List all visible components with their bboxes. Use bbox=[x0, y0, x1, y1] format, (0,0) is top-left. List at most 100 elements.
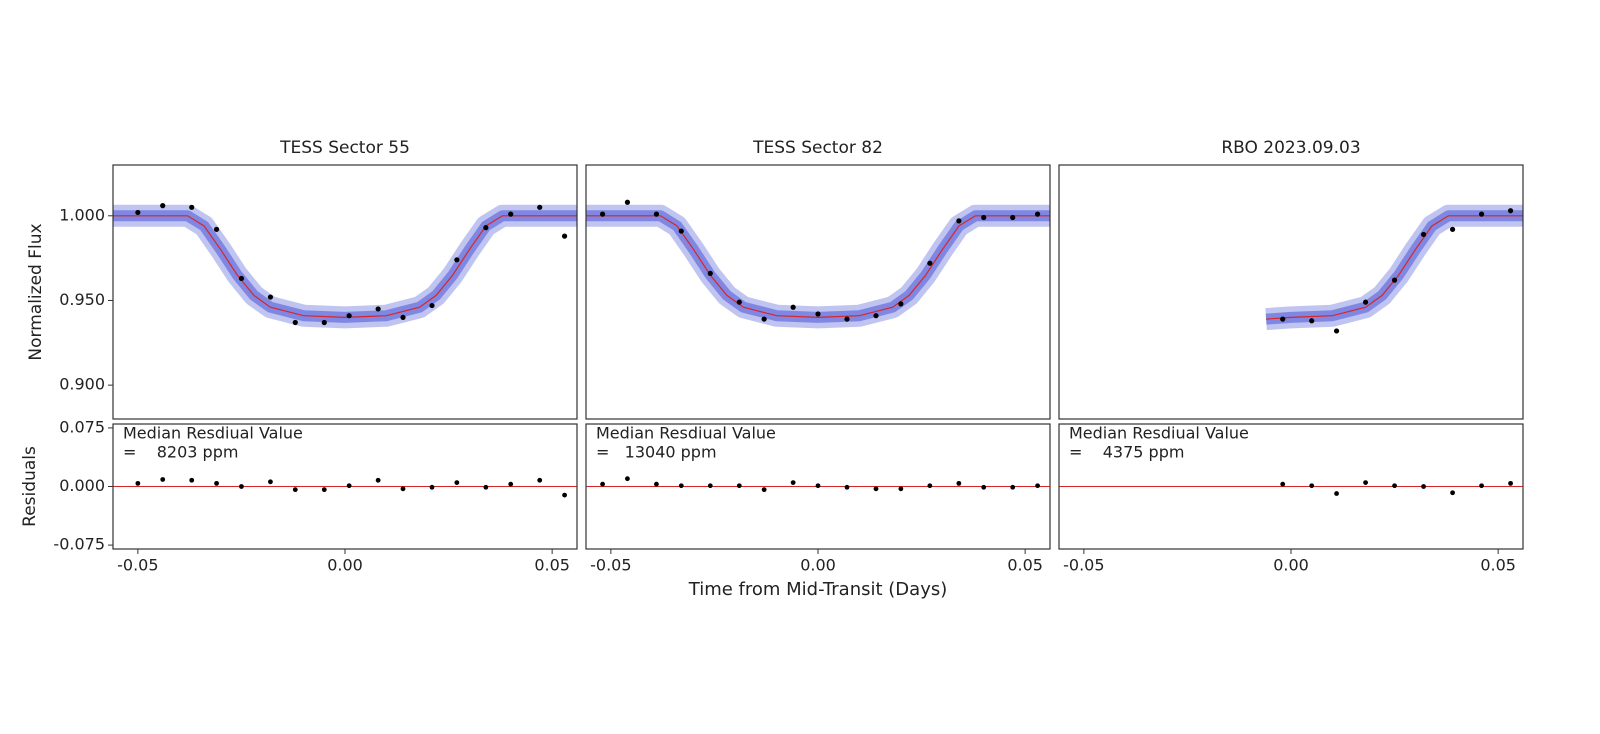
binned-point bbox=[981, 214, 987, 221]
y-axis-label: Normalized Flux bbox=[26, 223, 46, 360]
residual-point bbox=[1334, 491, 1339, 496]
binned-point bbox=[483, 225, 489, 231]
model-band bbox=[1265, 204, 1523, 331]
binned-point bbox=[1034, 211, 1041, 217]
residual-point bbox=[956, 480, 962, 486]
binned-point bbox=[1420, 231, 1427, 238]
residual-annotation: Median Resdiual Value bbox=[596, 424, 776, 443]
binned-point bbox=[213, 226, 220, 232]
binned-point bbox=[898, 301, 904, 307]
residual-point bbox=[508, 481, 514, 487]
binned-point bbox=[707, 270, 713, 276]
residual-point bbox=[400, 486, 406, 492]
residual-annotation: Median Resdiual Value bbox=[123, 424, 303, 443]
binned-point bbox=[160, 203, 166, 209]
binned-point bbox=[873, 313, 879, 319]
residual-point bbox=[292, 487, 298, 493]
binned-point bbox=[1478, 211, 1485, 217]
residual-point bbox=[1363, 480, 1368, 485]
binned-point bbox=[400, 314, 406, 320]
binned-point bbox=[135, 209, 141, 216]
binned-point bbox=[292, 319, 298, 326]
binned-point bbox=[956, 218, 962, 224]
residual-y-axis-label: Residuals bbox=[20, 446, 40, 527]
residual-point bbox=[160, 477, 166, 482]
residual-point bbox=[815, 483, 821, 489]
model-line bbox=[1266, 215, 1523, 320]
binned-point bbox=[1449, 226, 1456, 232]
binned-point bbox=[238, 275, 245, 282]
residual-point bbox=[1450, 490, 1455, 496]
binned-point bbox=[678, 228, 684, 234]
panel-title: RBO 2023.09.03 bbox=[1221, 138, 1360, 158]
residual-point bbox=[1421, 484, 1426, 489]
x-tick-label: -0.05 bbox=[117, 556, 158, 575]
x-tick-label: -0.05 bbox=[1063, 556, 1104, 575]
binned-point bbox=[1280, 316, 1286, 322]
binned-point bbox=[375, 306, 381, 312]
residual-point bbox=[454, 480, 460, 485]
plot-frame bbox=[112, 164, 578, 420]
residual-point bbox=[214, 480, 219, 486]
binned-point bbox=[624, 199, 631, 205]
plot-frame bbox=[1058, 164, 1524, 420]
binned-point bbox=[761, 316, 767, 322]
residual-point bbox=[761, 487, 767, 493]
x-tick-label: 0.00 bbox=[1273, 556, 1309, 575]
residual-point bbox=[625, 476, 630, 482]
x-tick-label: 0.05 bbox=[534, 556, 570, 575]
residual-annotation: = 13040 ppm bbox=[596, 443, 717, 462]
residual-point bbox=[873, 486, 879, 492]
residual-point bbox=[736, 483, 742, 489]
binned-point bbox=[736, 299, 742, 305]
binned-point bbox=[346, 313, 352, 319]
residual-point bbox=[654, 481, 659, 487]
binned-point bbox=[321, 319, 327, 326]
residual-point bbox=[239, 484, 244, 489]
binned-point bbox=[267, 294, 274, 300]
panel-title: TESS Sector 82 bbox=[752, 138, 883, 158]
residual-point bbox=[375, 477, 381, 483]
x-axis-label: Time from Mid-Transit (Days) bbox=[688, 579, 948, 600]
binned-point bbox=[1362, 299, 1369, 305]
residual-point bbox=[898, 486, 904, 492]
x-tick-label: 0.00 bbox=[327, 556, 363, 575]
residual-point bbox=[346, 483, 352, 489]
binned-point bbox=[454, 257, 460, 263]
binned-point bbox=[1507, 208, 1514, 214]
x-tick-label: 0.05 bbox=[1007, 556, 1043, 575]
model-line bbox=[586, 215, 1050, 319]
residual-point bbox=[844, 484, 850, 490]
residual-point bbox=[1035, 483, 1040, 489]
binned-point bbox=[561, 233, 568, 239]
residual-y-tick-label: 0.000 bbox=[59, 476, 105, 495]
residual-point bbox=[1479, 483, 1484, 489]
residual-annotation: = 4375 ppm bbox=[1069, 443, 1184, 462]
binned-point bbox=[815, 311, 821, 317]
x-tick-label: 0.00 bbox=[800, 556, 836, 575]
residual-annotation: Median Resdiual Value bbox=[1069, 424, 1249, 443]
binned-point bbox=[189, 204, 195, 210]
residual-point bbox=[537, 477, 543, 483]
residual-point bbox=[1508, 480, 1513, 486]
binned-point bbox=[1010, 214, 1016, 221]
binned-point bbox=[429, 302, 435, 309]
residual-point bbox=[981, 484, 987, 490]
residual-point bbox=[189, 477, 195, 483]
binned-point bbox=[790, 304, 796, 310]
plot-frame bbox=[585, 164, 1051, 420]
x-tick-label: -0.05 bbox=[590, 556, 631, 575]
binned-point bbox=[927, 260, 933, 266]
residual-point bbox=[927, 483, 933, 489]
y-tick-label: 0.950 bbox=[59, 290, 105, 309]
binned-point bbox=[508, 211, 514, 217]
residual-point bbox=[1010, 484, 1016, 490]
binned-point bbox=[599, 211, 606, 217]
panel-title: TESS Sector 55 bbox=[279, 138, 410, 158]
residual-point bbox=[135, 480, 141, 486]
binned-point bbox=[653, 211, 660, 217]
residual-point bbox=[707, 483, 713, 489]
residual-point bbox=[268, 479, 273, 485]
model-band bbox=[586, 204, 1050, 329]
